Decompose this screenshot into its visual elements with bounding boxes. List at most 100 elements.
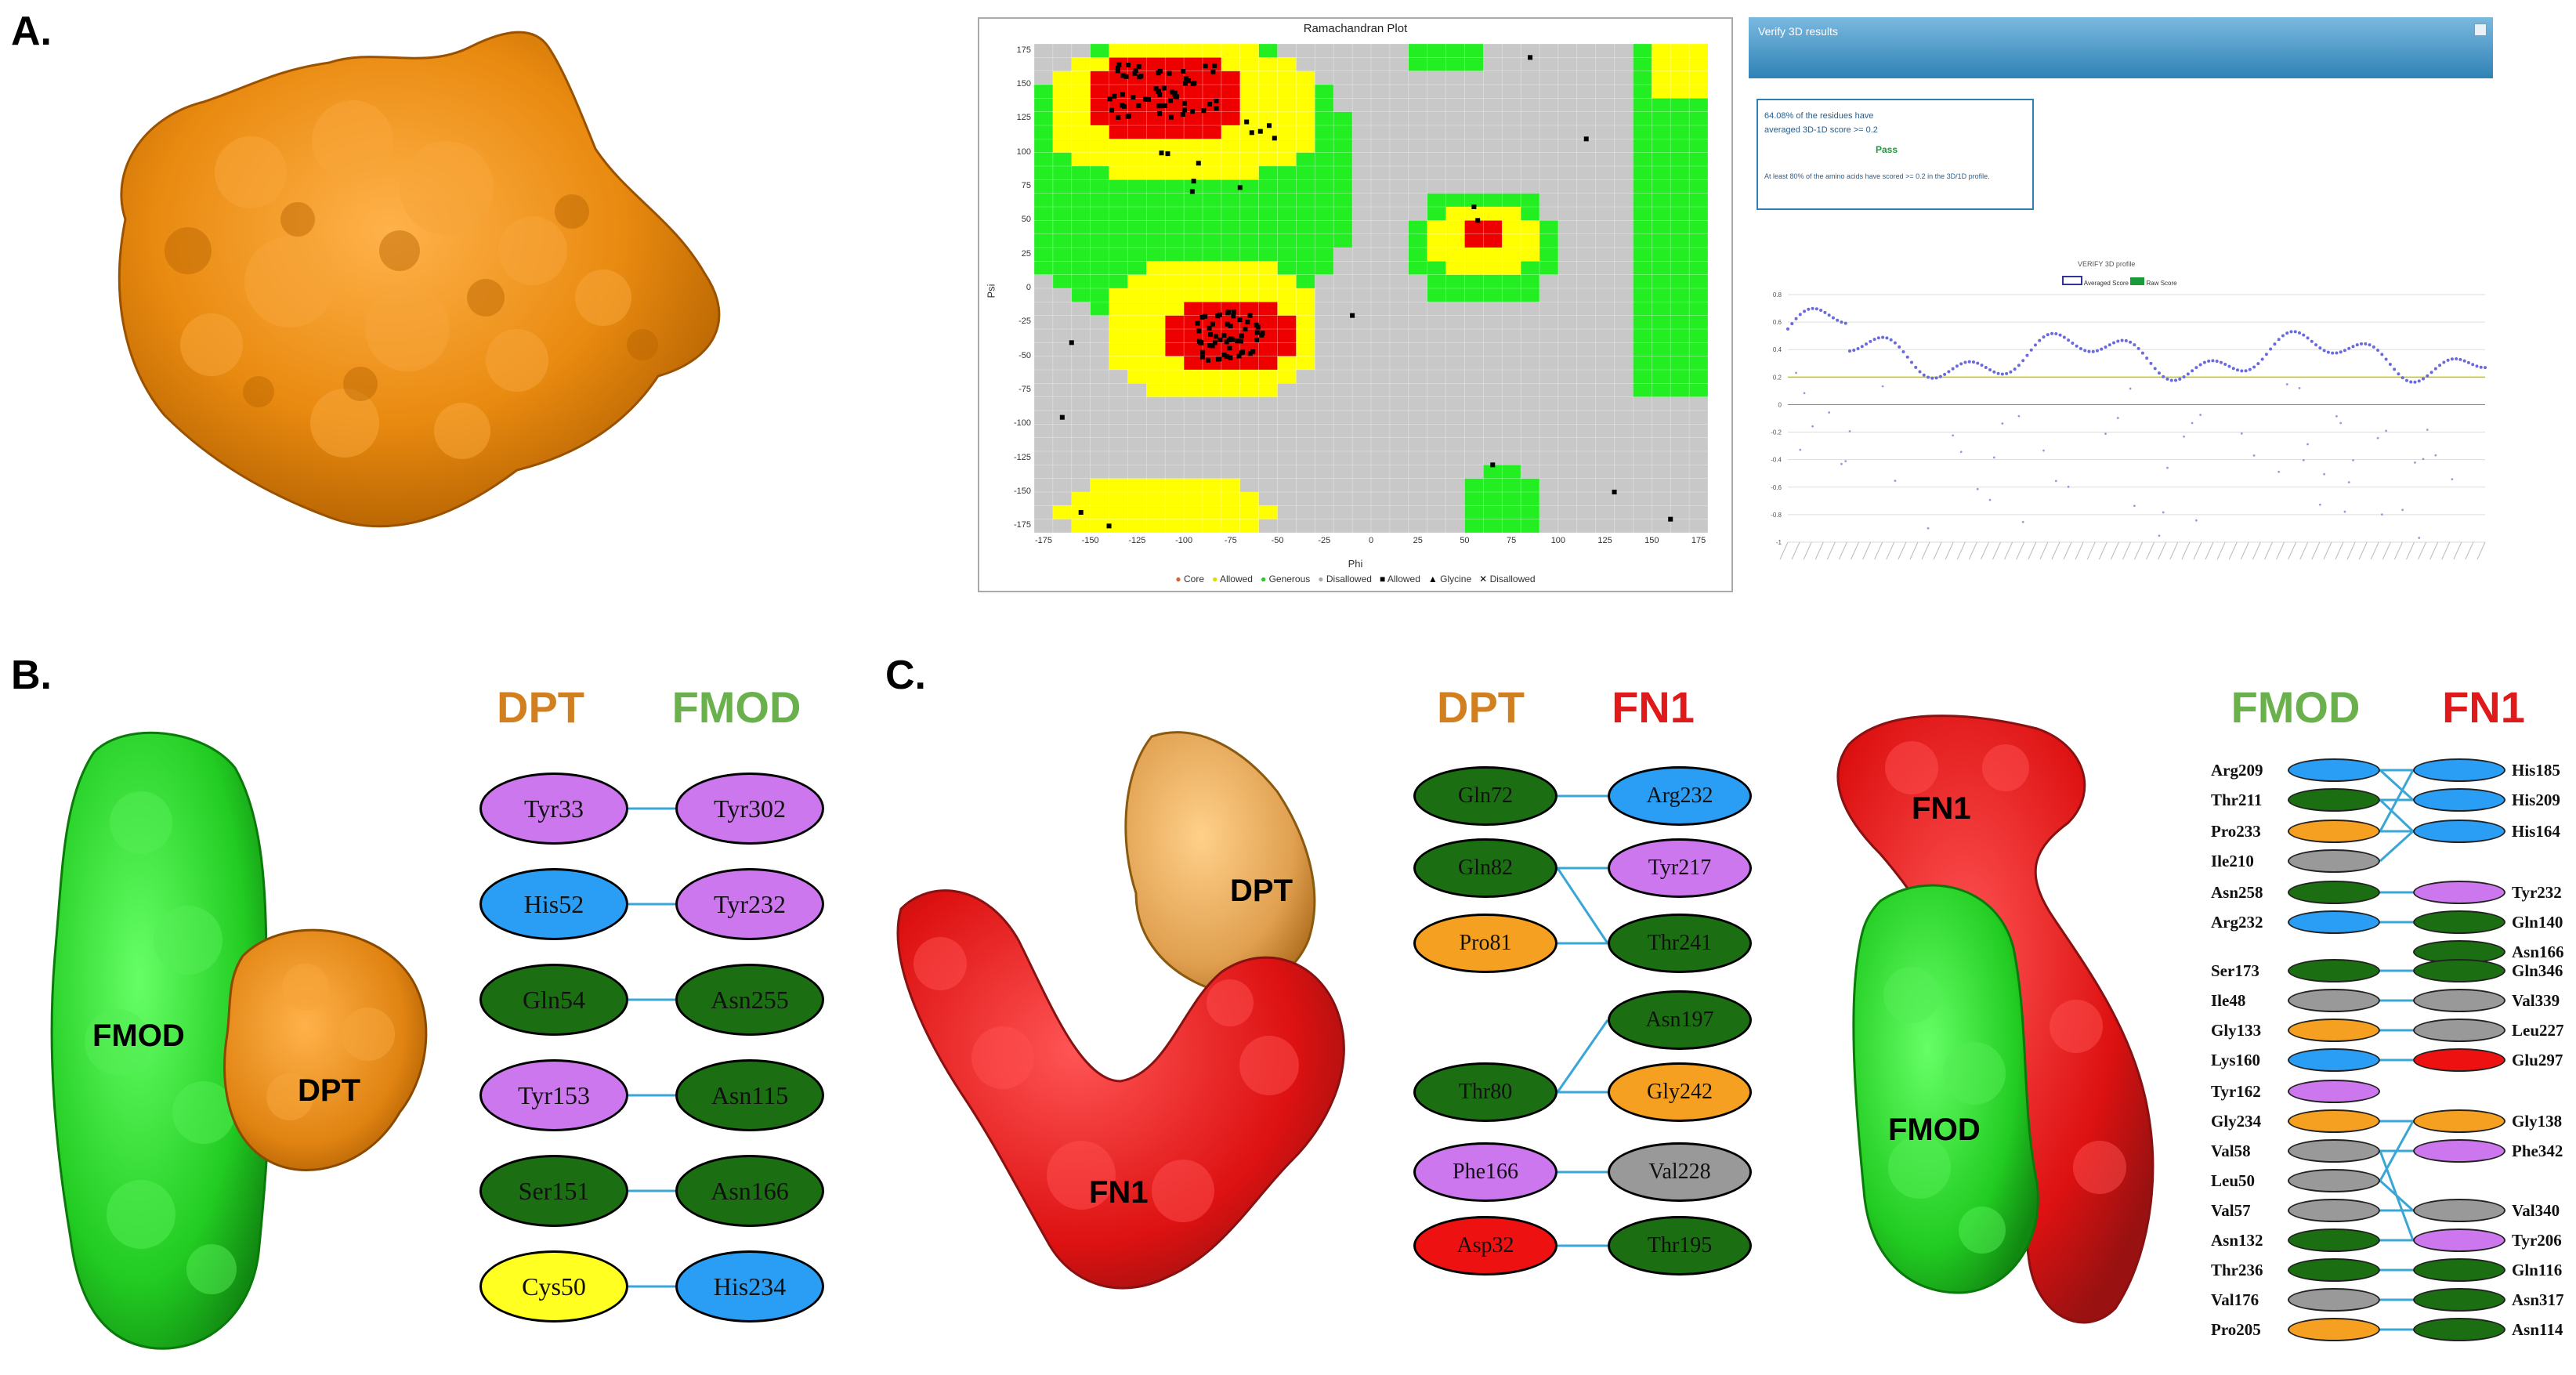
ramachandran-plot (1034, 44, 1708, 533)
rama-point (1214, 98, 1219, 103)
v3d-avg-point (2046, 333, 2050, 337)
v3d-avg-point (2100, 347, 2104, 351)
v3d-avg-point (1893, 341, 1897, 345)
v3d-raw-point (2426, 429, 2429, 431)
rama-point (1190, 109, 1196, 114)
v3d-avg-point (2458, 357, 2462, 361)
rama-point (1196, 161, 1201, 166)
residue-oval-fmod: Asn115 (675, 1059, 824, 1131)
rama-point (1583, 136, 1589, 142)
rama-point (1212, 63, 1217, 69)
v3d-avg-point (2310, 339, 2314, 343)
rama-point (1115, 66, 1120, 71)
rama-point (1069, 340, 1074, 346)
fmod-dpt-complex (50, 731, 428, 1350)
rama-point (1191, 179, 1196, 184)
v3d-avg-point (1827, 313, 1831, 317)
fmod-residue-label: Leu50 (2211, 1171, 2256, 1190)
residue-oval-fmod (2288, 788, 2380, 812)
residue-oval-fmod (2288, 1258, 2380, 1282)
v3d-ytick: -0.8 (1771, 512, 1782, 519)
v3d-avg-point (2227, 364, 2231, 368)
interaction-line (2379, 769, 2415, 801)
fmod-label-d: FMOD (1888, 1113, 1981, 1147)
v3d-avg-point (1967, 360, 1971, 364)
verify3d-line1: 64.08% of the residues have (1764, 111, 1874, 121)
v3d-avg-point (2343, 349, 2346, 353)
residue-oval-fn1 (2413, 1139, 2505, 1163)
v3d-avg-point (2335, 351, 2339, 355)
rama-point (1181, 100, 1187, 106)
rama-ytick: 25 (1021, 248, 1031, 259)
rama-point (1221, 333, 1227, 338)
ramachandran-xticks: -175 -150 -125 -100 -75 -50 -25 0 25 50 75 100 125 15… (1034, 536, 1708, 552)
v3d-avg-point (2079, 347, 2082, 351)
rama-point (1120, 92, 1125, 97)
residue-label: Gly242 (1647, 1080, 1713, 1104)
v3d-avg-point (2426, 374, 2429, 378)
rama-ytick: 0 (1026, 283, 1031, 292)
v3d-raw-point (2054, 479, 2057, 483)
dpt-fn1-complex (896, 731, 1345, 1290)
v3d-avg-point (2413, 380, 2417, 384)
v3d-raw-point (2434, 454, 2437, 457)
v3d-avg-point (2393, 367, 2397, 371)
residue-oval-fn1 (2413, 1288, 2505, 1312)
v3d-raw-point (2240, 432, 2243, 435)
v3d-avg-point (2273, 342, 2277, 346)
rama-point (1120, 73, 1126, 78)
v3d-avg-point (2422, 377, 2426, 381)
residue-oval-dpt: Asp32 (1413, 1216, 1558, 1275)
rama-point (1217, 337, 1223, 342)
rama-point (1205, 357, 1210, 363)
rama-point (1159, 150, 1164, 156)
rama-point (1239, 333, 1244, 338)
residue-oval-fn1 (2413, 1019, 2505, 1042)
residue-oval-fn1: Tyr217 (1608, 838, 1752, 898)
residue-oval-fmod (2288, 1139, 2380, 1163)
v3d-raw-point (2021, 520, 2024, 523)
v3d-avg-point (2417, 379, 2421, 383)
v3d-avg-point (2442, 360, 2446, 364)
v3d-avg-point (2347, 346, 2351, 350)
v3d-raw-point (2278, 470, 2281, 473)
rama-point (1247, 351, 1253, 356)
rama-point (1165, 151, 1170, 157)
residue-label: Gln72 (1458, 783, 1513, 808)
rama-point (1490, 462, 1496, 468)
v3d-avg-point (1922, 373, 1926, 377)
residue-oval-fn1 (2413, 820, 2505, 843)
fmod-residue-label: Asn132 (2211, 1231, 2263, 1250)
v3d-avg-point (2112, 341, 2116, 345)
rama-point (1350, 313, 1355, 318)
interaction-line (2379, 1179, 2415, 1212)
interaction-line (2379, 830, 2415, 863)
rama-point (1224, 339, 1229, 345)
v3d-raw-point (1988, 498, 1992, 501)
v3d-avg-point (1959, 362, 1963, 366)
v3d-avg-point (2009, 370, 2013, 374)
fn1-residue-label: Phe342 (2512, 1142, 2563, 1160)
v3d-raw-point (1799, 448, 1802, 451)
residue-oval-dpt: Pro81 (1413, 914, 1558, 973)
v3d-avg-point (2368, 343, 2372, 347)
v3d-raw-point (2347, 481, 2350, 483)
v3d-avg-point (1963, 360, 1967, 364)
v3d-avg-point (2083, 349, 2087, 353)
legend-allowed-points: Allowed (1387, 574, 1420, 584)
v3d-avg-point (1840, 320, 1843, 324)
rama-ytick: 75 (1021, 181, 1031, 190)
collapse-button[interactable] (2474, 24, 2487, 36)
v3d-avg-point (2388, 362, 2392, 366)
dpt-surface-orange (118, 31, 721, 528)
fmod-residue-label: Arg209 (2211, 761, 2263, 780)
ramachandran-frame: Ramachandran Plot Phi Psi -175 -150 -125 -1… (978, 17, 1733, 592)
residue-label: Asp32 (1456, 1233, 1514, 1257)
ramachandran-title: Ramachandran Plot (1303, 22, 1408, 35)
interaction-line (1556, 867, 1609, 944)
v3d-avg-point (2384, 357, 2388, 361)
v3d-raw-point (2380, 513, 2383, 516)
fn1-residue-label: Tyr232 (2512, 883, 2562, 902)
residue-oval-fn1 (2413, 758, 2505, 782)
